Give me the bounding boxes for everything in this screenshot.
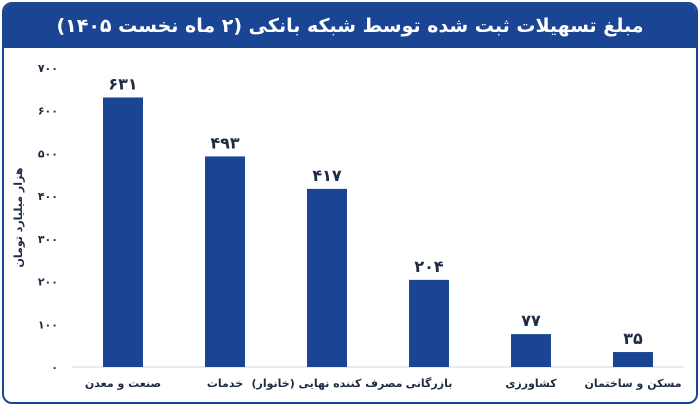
y-tick-label: ۴۰۰: [38, 190, 58, 203]
y-axis-label: هزار میلیارد تومان: [12, 168, 25, 268]
category-label: کشاورزی: [505, 377, 557, 390]
bar-chart: ۰ ۱۰۰ ۲۰۰ ۳۰۰ ۴۰۰ ۵۰۰ ۶۰۰ ۷۰۰ هزار میلیارد تومان…: [12, 62, 684, 390]
category-label: بازرگانی: [406, 377, 453, 390]
bar: [103, 97, 143, 368]
data-label: ۶۳۱: [108, 74, 137, 93]
bar: [307, 188, 347, 367]
title-bar: مبلغ تسهیلات ثبت شده توسط شبکه بانکی (۲ …: [4, 4, 696, 48]
data-label: ۲۰۴: [414, 257, 444, 276]
data-label: ۴۱۷: [312, 166, 342, 185]
chart-title: مبلغ تسهیلات ثبت شده توسط شبکه بانکی (۲ …: [56, 15, 644, 37]
bar: [613, 352, 653, 367]
bar: [409, 279, 449, 367]
y-tick-label: ۱۰۰: [38, 318, 58, 331]
data-label: ۴۹۳: [210, 133, 240, 152]
category-label: خدمات: [207, 377, 243, 390]
y-tick-label: ۵۰۰: [38, 147, 58, 160]
data-label: ۳۵: [623, 329, 643, 348]
y-tick-label: ۲۰۰: [38, 276, 58, 289]
bar: [205, 156, 245, 367]
category-label: مصرف کننده نهایی (خانوار): [251, 377, 402, 390]
y-tick-label: ۰: [51, 361, 58, 374]
y-tick-label: ۷۰۰: [38, 62, 58, 75]
bar: [511, 334, 551, 367]
category-label: صنعت و معدن: [85, 377, 161, 390]
y-tick-label: ۳۰۰: [38, 233, 58, 246]
category-label: مسکن و ساختمان: [584, 377, 681, 390]
y-tick-label: ۶۰۰: [38, 105, 58, 118]
data-label: ۷۷: [521, 311, 541, 330]
